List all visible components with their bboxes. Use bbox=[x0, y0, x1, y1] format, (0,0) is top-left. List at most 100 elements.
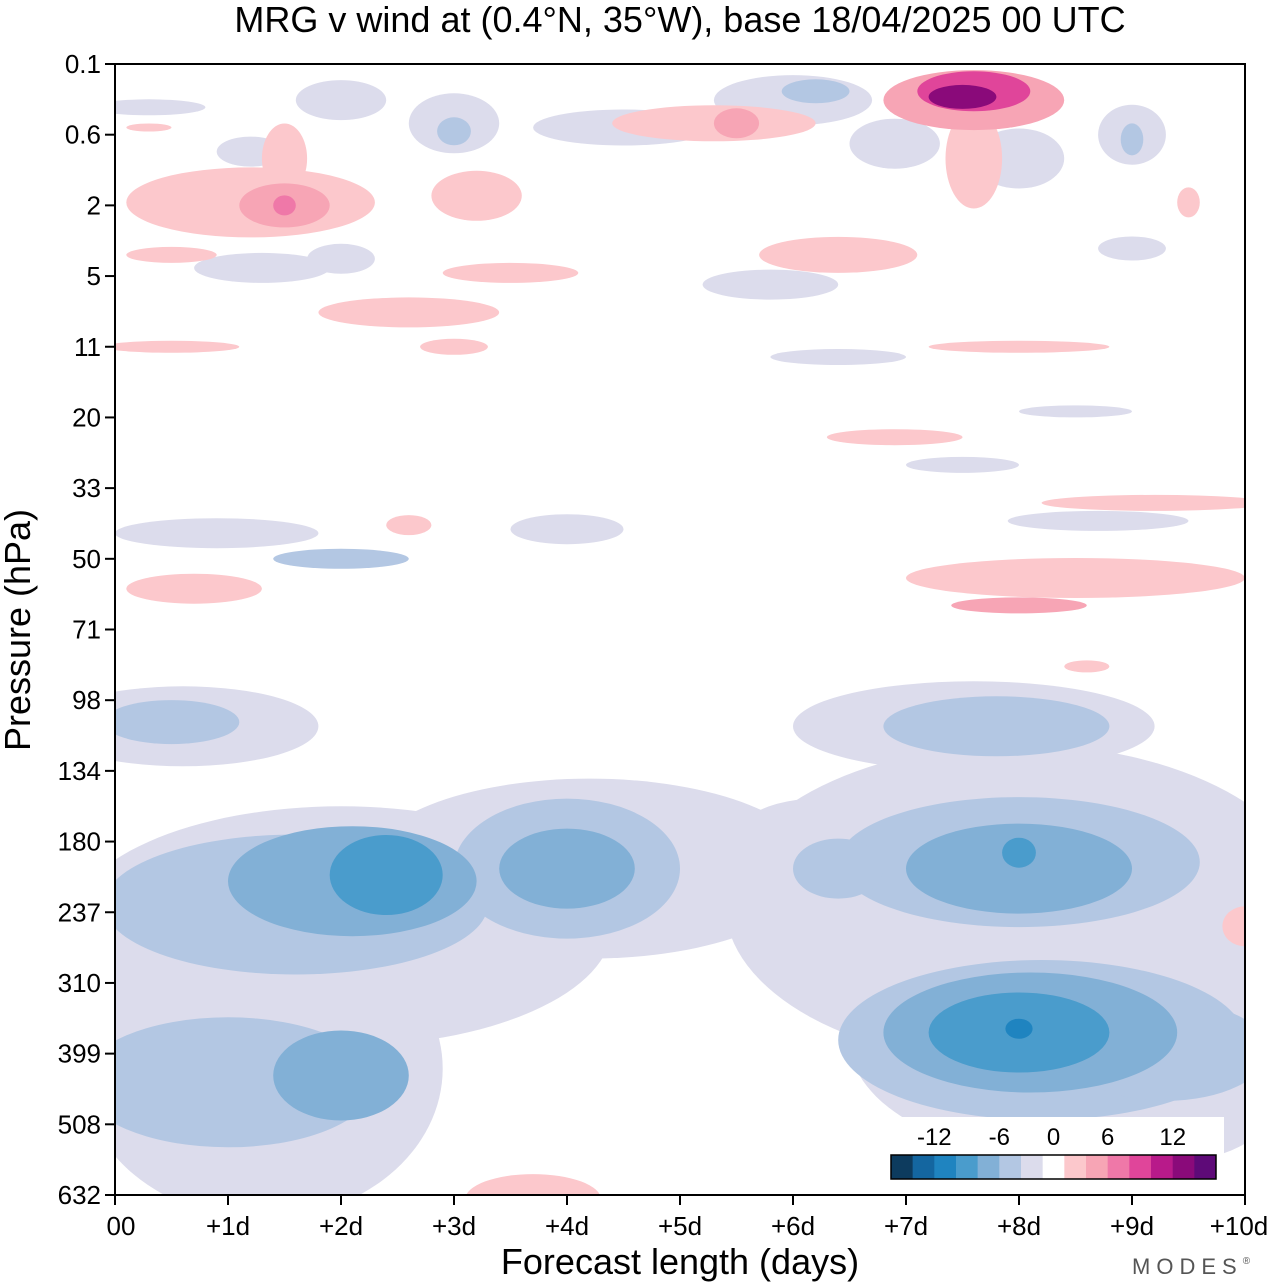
contour-region bbox=[883, 696, 1110, 757]
y-tick-label: 180 bbox=[58, 827, 101, 857]
contour-region bbox=[906, 456, 1019, 473]
contour-region bbox=[261, 123, 308, 194]
x-tick-label: +9d bbox=[1110, 1211, 1154, 1241]
contour-region bbox=[431, 170, 522, 221]
y-tick-label: 33 bbox=[72, 473, 101, 503]
colorbar-label: 6 bbox=[1101, 1124, 1114, 1151]
contour-region bbox=[1222, 906, 1245, 947]
colorbar-swatch bbox=[977, 1155, 1000, 1179]
x-tick-label: +4d bbox=[545, 1211, 589, 1241]
contour-region bbox=[318, 297, 500, 328]
contour-region bbox=[906, 558, 1245, 598]
contour-region bbox=[906, 823, 1132, 914]
colorbar-frame bbox=[890, 1154, 1217, 1180]
colorbar-swatch bbox=[912, 1155, 935, 1179]
colorbar-label: -6 bbox=[989, 1124, 1010, 1151]
contour-region bbox=[386, 515, 432, 536]
contour-region bbox=[1064, 660, 1110, 673]
contour-region bbox=[793, 838, 884, 899]
y-tick-label: 310 bbox=[58, 968, 101, 998]
contour-region bbox=[1177, 187, 1200, 218]
contour-region bbox=[295, 80, 387, 121]
y-tick-label: 11 bbox=[74, 332, 101, 362]
contour-region bbox=[928, 84, 997, 109]
contour-region bbox=[115, 340, 240, 353]
x-tick-label: +10d bbox=[1210, 1211, 1269, 1241]
colorbar: -12 -6 0 6 12 bbox=[883, 1117, 1224, 1187]
colorbar-swatch bbox=[999, 1155, 1022, 1179]
colorbar-swatch bbox=[1021, 1155, 1043, 1179]
contour-region bbox=[826, 429, 963, 446]
y-tick-label: 2 bbox=[87, 190, 101, 220]
modes-logo: MODES® bbox=[1132, 1254, 1251, 1279]
contour-region bbox=[420, 338, 488, 355]
contour-region bbox=[713, 108, 760, 139]
contour-region bbox=[770, 349, 906, 365]
x-tick-label: +6d bbox=[771, 1211, 815, 1241]
contour-region bbox=[1041, 494, 1245, 511]
y-tick-label: 0.6 bbox=[65, 120, 101, 150]
y-tick-label: 632 bbox=[58, 1180, 101, 1210]
x-tick-label: 00 bbox=[107, 1211, 136, 1241]
y-axis: 0.1 0.6 2 5 11 20 33 50 71 98 134 180 237 310 399 508 63… bbox=[58, 49, 115, 1210]
x-tick-label: +8d bbox=[997, 1211, 1041, 1241]
x-tick-label: +2d bbox=[319, 1211, 363, 1241]
colorbar-swatch bbox=[1172, 1155, 1195, 1179]
y-tick-label: 5 bbox=[87, 261, 101, 291]
colorbar-label: 12 bbox=[1159, 1124, 1186, 1151]
contour-region bbox=[781, 79, 850, 104]
colorbar-swatch bbox=[891, 1155, 913, 1179]
modes-logo-mark: ® bbox=[1243, 1256, 1251, 1267]
colorbar-label: -12 bbox=[917, 1124, 952, 1151]
contour-region bbox=[115, 99, 206, 116]
colorbar-swatch bbox=[956, 1155, 978, 1179]
y-tick-label: 0.1 bbox=[65, 49, 101, 79]
contour-region bbox=[126, 246, 217, 263]
contour-region bbox=[1002, 837, 1036, 868]
contour-region bbox=[307, 243, 375, 274]
y-tick-label: 20 bbox=[72, 402, 101, 432]
colorbar-swatch bbox=[1194, 1155, 1217, 1179]
y-tick-label: 71 bbox=[72, 615, 101, 645]
contour-region bbox=[437, 117, 471, 146]
chart-title: MRG v wind at (0.4°N, 35°W), base 18/04/… bbox=[234, 0, 1125, 40]
contour-region bbox=[115, 700, 240, 745]
contour-region bbox=[928, 340, 1110, 353]
contour-region bbox=[273, 1030, 409, 1121]
modes-logo-text: MODES bbox=[1132, 1254, 1243, 1279]
contour-region bbox=[951, 597, 1087, 614]
contour-region bbox=[115, 518, 319, 549]
contour-region bbox=[273, 548, 409, 569]
y-tick-label: 134 bbox=[58, 756, 101, 786]
y-tick-label: 508 bbox=[58, 1109, 101, 1139]
contour-region bbox=[126, 573, 262, 604]
contour-region bbox=[499, 828, 635, 909]
contour-region bbox=[1019, 405, 1132, 418]
contour-field bbox=[115, 70, 1245, 1195]
colorbar-swatch bbox=[1129, 1155, 1152, 1179]
contour-region bbox=[849, 118, 940, 169]
x-tick-label: +5d bbox=[658, 1211, 702, 1241]
contour-region bbox=[329, 835, 443, 915]
contour-region bbox=[1120, 123, 1144, 156]
contour-region bbox=[1098, 236, 1166, 261]
colorbar-swatch bbox=[1086, 1155, 1108, 1179]
contour-region bbox=[1007, 510, 1189, 531]
colorbar-label: 0 bbox=[1047, 1124, 1060, 1151]
colorbar-swatch bbox=[1151, 1155, 1173, 1179]
contour-region bbox=[510, 514, 624, 545]
x-tick-label: +1d bbox=[206, 1211, 250, 1241]
y-tick-label: 237 bbox=[58, 897, 101, 927]
x-tick-label: +7d bbox=[884, 1211, 928, 1241]
y-tick-label: 399 bbox=[58, 1039, 101, 1069]
colorbar-swatch bbox=[934, 1155, 957, 1179]
colorbar-swatch bbox=[1107, 1155, 1130, 1179]
contour-region bbox=[442, 262, 579, 283]
colorbar-swatch bbox=[1042, 1155, 1065, 1179]
y-axis-label: Pressure (hPa) bbox=[0, 509, 38, 751]
y-tick-label: 50 bbox=[72, 544, 101, 574]
x-tick-label: +3d bbox=[432, 1211, 476, 1241]
colorbar-swatch bbox=[1064, 1155, 1087, 1179]
x-axis: 00 +1d +2d +3d +4d +5d +6d +7d +8d +9d +10d bbox=[107, 1195, 1269, 1241]
contour-region bbox=[1005, 1018, 1033, 1039]
